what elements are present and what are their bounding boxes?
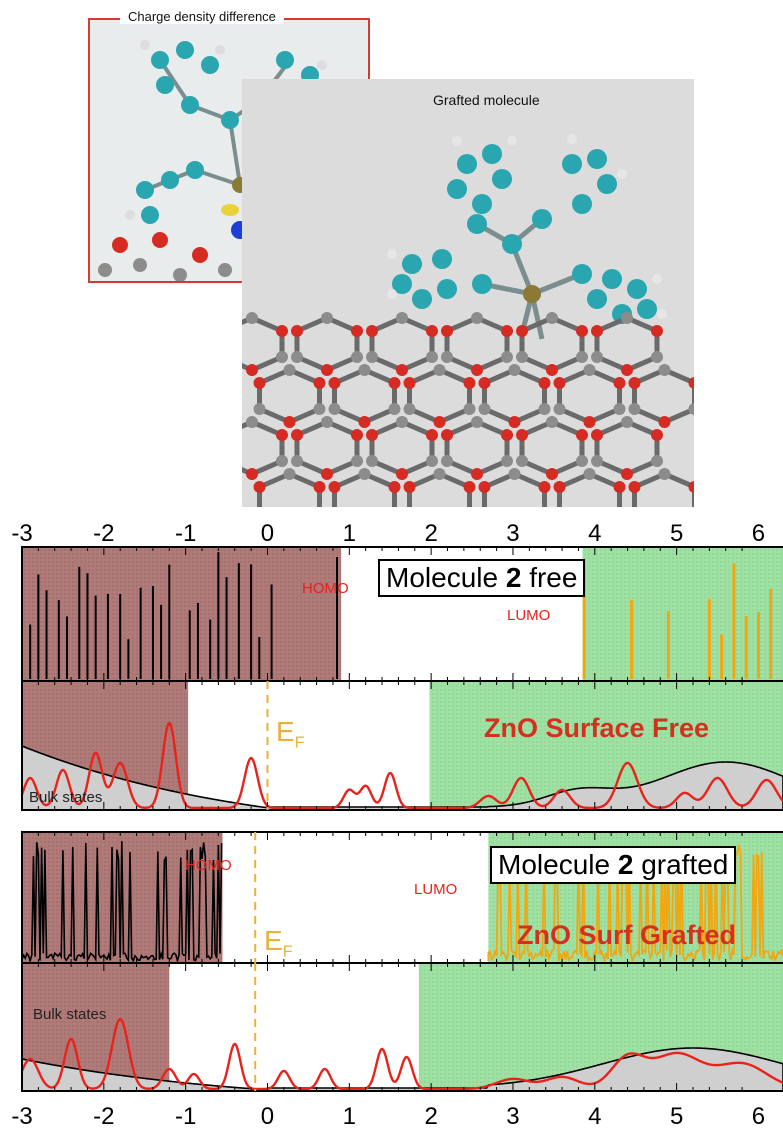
- bottom-tick-label: 1: [343, 1103, 356, 1130]
- bottom-tick-label: 3: [506, 1103, 519, 1130]
- top-tick-label: 3: [506, 520, 519, 547]
- bottom-tick-label: 5: [670, 1103, 683, 1130]
- grafted-occupied-dos: [21, 841, 223, 964]
- unoccupied-region-0: [582, 547, 783, 681]
- bottom-tick-label: -1: [175, 1103, 196, 1130]
- lumo-grafted-label: LUMO: [414, 881, 458, 898]
- grafted-molecule-image: [242, 134, 694, 507]
- grafted-molecule-inset: [242, 79, 694, 507]
- ef-label-2: EF: [264, 925, 293, 961]
- top-tick-label: -1: [175, 520, 196, 547]
- molecule-grafted-label: Molecule 2 grafted: [490, 846, 737, 884]
- top-tick-label: 2: [424, 520, 437, 547]
- homo-free-label: HOMO: [302, 580, 349, 597]
- top-axis-tick-labels: -3 -2 -1 0 1 2 3 4 5 6: [11, 520, 765, 547]
- top-tick-label: -2: [93, 520, 114, 547]
- charge-density-title: Charge density difference: [120, 9, 284, 24]
- bottom-tick-label: 6: [752, 1103, 765, 1130]
- bottom-tick-label: -3: [11, 1103, 32, 1130]
- surface-dos-curve-1: [20, 721, 783, 810]
- zno-lattice: [242, 312, 694, 507]
- top-tick-label: 0: [261, 520, 274, 547]
- top-tick-label: -3: [11, 520, 32, 547]
- surface-grafted-title: ZnO Surf Grafted: [517, 920, 737, 950]
- lumo-free-label: LUMO: [507, 607, 551, 624]
- grafted-molecule-title: Grafted molecule: [433, 92, 540, 108]
- top-tick-label: 6: [752, 520, 765, 547]
- molecule-free-label: Molecule 2 free: [378, 559, 586, 597]
- bottom-tick-label: 0: [261, 1103, 274, 1130]
- top-tick-label: 1: [343, 520, 356, 547]
- bulk-states-label-2: Bulk states: [33, 1006, 107, 1023]
- ef-label-1: EF: [276, 716, 305, 752]
- grafted-unoccupied-dos: [487, 843, 783, 964]
- dos-panels: [20, 546, 783, 1092]
- bulk-states-label-1: Bulk states: [29, 789, 103, 806]
- bottom-tick-label: 4: [588, 1103, 601, 1130]
- panel-frame-3: [21, 962, 783, 1092]
- top-tick-label: 4: [588, 520, 601, 547]
- top-tick-label: 5: [670, 520, 683, 547]
- bulk-dos-curve-3: [21, 1047, 783, 1092]
- bottom-axis-tick-labels: -3 -2 -1 0 1 2 3 4 5 6: [11, 1103, 765, 1130]
- bottom-tick-label: 2: [424, 1103, 437, 1130]
- occupied-region-0: [22, 547, 342, 681]
- homo-grafted-label: HOMO: [185, 857, 232, 874]
- bottom-tick-label: -2: [93, 1103, 114, 1130]
- dos-plot: -3 -2 -1 0 1 2 3 4 5 6 -3 -2 -1 0 1 2 3 4 5 6: [11, 520, 783, 1130]
- surface-dos-curve-3: [20, 1017, 783, 1091]
- panel-frame-1: [21, 680, 783, 811]
- surface-free-title: ZnO Surface Free: [484, 713, 710, 743]
